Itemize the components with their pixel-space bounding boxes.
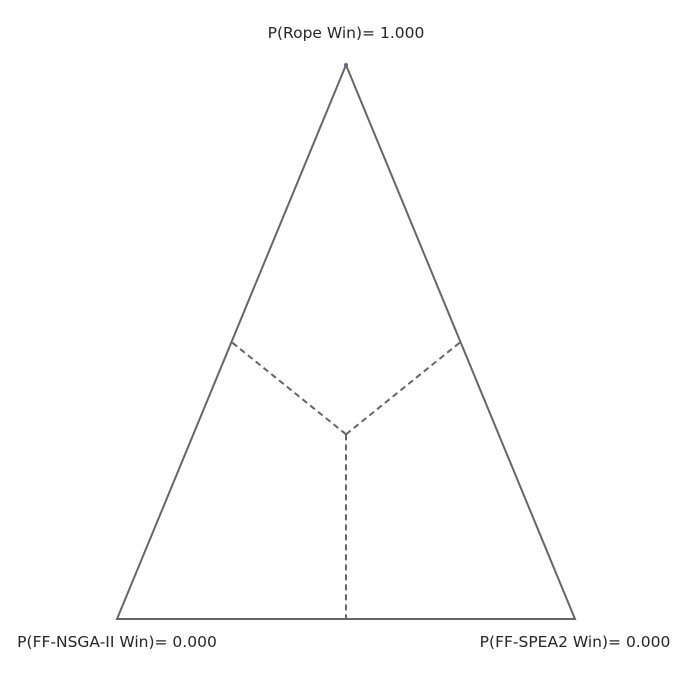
data-point-0 [344,63,348,67]
data-points [344,63,348,67]
vertex-label-ff-nsga2: P(FF-NSGA-II Win)= 0.000 [17,633,217,651]
vertex-label-ff-spea2: P(FF-SPEA2 Win)= 0.000 [480,633,671,651]
region-boundary-left [230,341,347,436]
region-boundary-right [345,341,462,436]
vertex-label-rope: P(Rope Win)= 1.000 [268,24,425,42]
